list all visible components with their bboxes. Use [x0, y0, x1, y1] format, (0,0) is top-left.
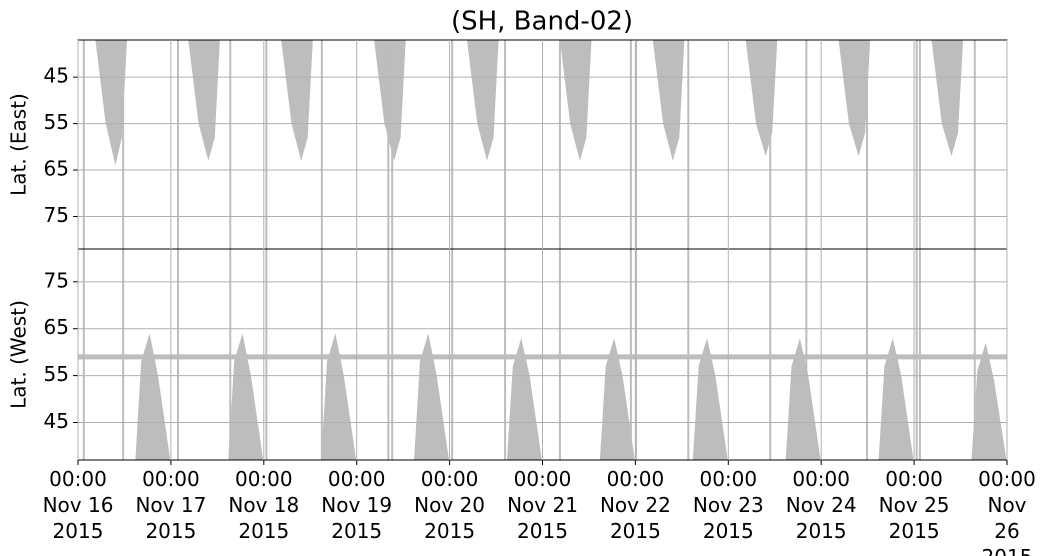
coverage-stripe [229, 249, 232, 460]
x-tick-label: 00:00 Nov 21 2015 [507, 467, 578, 543]
coverage-stripe [629, 40, 632, 249]
coverage-stripe [635, 40, 638, 249]
y-tick-label: 45 [44, 409, 69, 433]
y-axis-label: Lat. (West) [7, 300, 31, 409]
coverage-stripe [687, 249, 690, 460]
coverage-stripe [320, 249, 323, 460]
coverage-stripe [769, 249, 772, 460]
coverage-stripe [769, 40, 772, 249]
y-tick-label: 45 [44, 64, 69, 88]
x-tick-label: 00:00 Nov 24 2015 [785, 467, 857, 543]
coverage-lobe [745, 40, 778, 157]
coverage-lobe [135, 333, 171, 460]
coverage-stripe [82, 249, 85, 460]
y-tick-label: 55 [44, 110, 69, 134]
coverage-stripe [629, 249, 632, 460]
coverage-stripe [265, 249, 268, 460]
coverage-stripe [558, 249, 561, 460]
coverage-lobe [692, 338, 728, 460]
x-tick-label: 00:00 Nov 25 2015 [878, 467, 950, 543]
y-tick-label: 75 [44, 268, 69, 292]
coverage-lobe [507, 338, 542, 460]
coverage-stripe [122, 249, 125, 460]
y-axis-label: Lat. (East) [7, 93, 31, 196]
coverage-stripe [176, 249, 179, 460]
coverage-stripe [122, 40, 125, 249]
coverage-lobe [599, 338, 635, 460]
y-tick-label: 65 [44, 157, 69, 181]
x-tick-label: 00:00 Nov 23 2015 [692, 467, 764, 543]
coverage-stripe [635, 249, 638, 460]
coverage-lobe [281, 40, 313, 161]
coverage-lobe [321, 333, 357, 460]
coverage-stripe [229, 40, 232, 249]
coverage-stripe [504, 249, 507, 460]
coverage-lobe [971, 342, 1007, 460]
coverage-stripe [320, 40, 323, 249]
chart-title: (SH, Band-02) [451, 7, 633, 37]
coverage-lobe [228, 333, 264, 460]
y-tick-label: 55 [44, 362, 69, 386]
coverage-lobe [878, 338, 914, 460]
coverage-lobe [931, 40, 964, 157]
x-tick-label: 00:00 Nov 17 2015 [135, 467, 207, 543]
coverage-stripe [866, 249, 869, 460]
coverage-lobe [467, 40, 499, 161]
x-tick-label: 00:00 Nov 20 2015 [414, 467, 486, 543]
coverage-stripe [866, 40, 869, 249]
coverage-stripe [387, 40, 390, 249]
coverage-stripe [805, 40, 808, 249]
coverage-stripe [973, 249, 976, 460]
coverage-stripe [451, 40, 454, 249]
x-tick-label: 00:00 Nov 19 2015 [321, 467, 393, 543]
coverage-stripe [558, 40, 561, 249]
x-tick-label: 00:00 Nov 16 2015 [42, 467, 114, 543]
coverage-stripe [915, 249, 918, 460]
coverage-stripe [387, 249, 390, 460]
y-tick-label: 65 [44, 315, 69, 339]
x-tick-label: 00:00 Nov 18 2015 [228, 467, 300, 543]
coverage-stripe [915, 40, 918, 249]
y-tick-label: 75 [44, 203, 69, 227]
coverage-lobe [95, 40, 127, 166]
coverage-stripe [918, 249, 921, 460]
coverage-lobe [652, 40, 685, 161]
coverage-stripe [504, 40, 507, 249]
coverage-stripe [176, 40, 179, 249]
coverage-stripe [391, 249, 394, 460]
coverage-stripe [918, 40, 921, 249]
coverage-stripe [805, 249, 808, 460]
x-tick-label: 00:00 Nov 22 2015 [599, 467, 671, 543]
coverage-stripe [82, 40, 85, 249]
coverage-stripe [687, 40, 690, 249]
coverage-stripe [451, 249, 454, 460]
coverage-stripe [391, 40, 394, 249]
coverage-lobe [188, 40, 220, 161]
coverage-lobe [374, 40, 406, 161]
coverage-stripe [973, 40, 976, 249]
coverage-stripe [265, 40, 268, 249]
coverage-lobe [414, 333, 449, 460]
coverage-lobe [559, 40, 592, 161]
coverage-lobe [838, 40, 871, 157]
coverage-lobe [785, 338, 821, 460]
x-tick-label: 00:00 Nov 26 2015 [978, 467, 1036, 556]
